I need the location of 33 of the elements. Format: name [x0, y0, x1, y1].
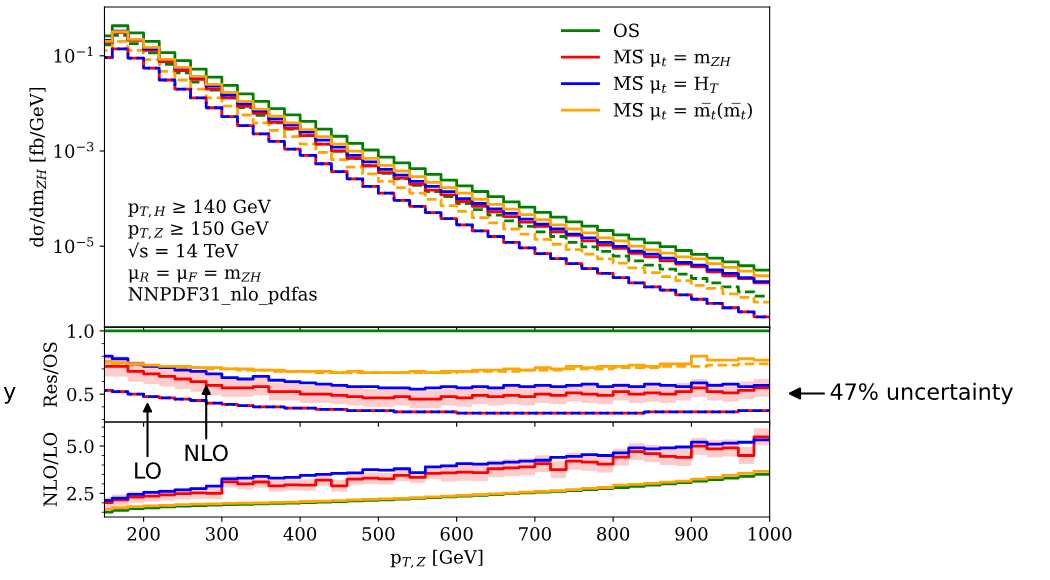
legend-label: OS	[613, 23, 639, 38]
y-axis-title: NLO/LO	[43, 432, 59, 507]
annotation: NLO	[185, 444, 228, 462]
x-tick-label: 800	[597, 527, 630, 541]
y-tick-label: 5.0	[67, 439, 94, 454]
x-tick-label: 300	[206, 527, 238, 541]
x-tick-label: 1000	[748, 527, 792, 541]
x-tick-label: 700	[519, 527, 551, 541]
legend-label: M̅S̅ μ$_{t}$ = m̅$_{t}$(m̅$_{t}$)	[613, 102, 752, 121]
x-tick-label: 200	[127, 527, 160, 541]
annotation: √s = 14 TeV	[128, 242, 239, 258]
y-tick-label: 2.5	[67, 486, 94, 501]
x-axis-title: p$_{T,Z}$ [GeV]	[390, 549, 483, 569]
text: y	[3, 386, 16, 404]
annotation: p$_{T,H}$ ≥ 140 GeV	[128, 199, 272, 218]
y-tick-label: 10$^{−5}$	[54, 237, 94, 254]
x-tick-label: 600	[440, 527, 473, 541]
y-tick-label: 10$^{−1}$	[54, 46, 93, 63]
annotation: μ$_{R}$ = μ$_{F}$ = m$_{ZH}$	[128, 269, 262, 283]
text: 47% uncertainty	[830, 382, 1013, 405]
x-tick-label: 500	[362, 527, 395, 541]
annotation: LO	[135, 462, 161, 479]
x-tick-label: 400	[283, 527, 317, 541]
legend-label: M̅S̅ μ$_{t}$ = m$_{ZH}$	[613, 49, 731, 68]
legend-label: M̅S̅ μ$_{t}$ = H$_{T}$	[613, 76, 719, 94]
annotation: NNPDF31_nlo_pdfas	[128, 286, 317, 305]
x-tick-label: 900	[675, 527, 708, 541]
y-axis-title: Res/OS	[43, 342, 59, 407]
y-axis-title: dσ/dm$_{ZH}$ [fb/GeV]	[29, 87, 46, 247]
annotation: p$_{T,Z}$ ≥ 150 GeV	[128, 221, 269, 240]
y-tick-label: 1.0	[68, 324, 94, 339]
y-tick-label: 10$^{−3}$	[54, 141, 94, 158]
y-tick-label: 0.5	[67, 387, 94, 402]
